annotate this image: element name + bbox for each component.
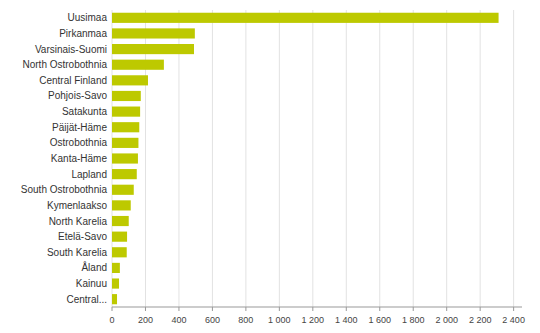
x-tick [112, 307, 113, 311]
category-label: Kanta-Häme [51, 153, 108, 164]
bar [112, 294, 117, 304]
grid-line [279, 10, 280, 307]
category-label: Central Finland [39, 75, 107, 86]
x-tick-label: 2 000 [435, 315, 458, 325]
grid-line [145, 10, 146, 307]
x-tick-label: 1 200 [302, 315, 325, 325]
bar [112, 138, 138, 148]
bar [112, 185, 134, 195]
x-tick-label: 400 [171, 315, 186, 325]
category-label: Satakunta [62, 106, 107, 117]
x-tick [513, 307, 514, 311]
x-tick [178, 307, 179, 311]
grid-line [480, 10, 481, 307]
x-tick-label: 1 800 [402, 315, 425, 325]
grid [112, 10, 514, 307]
category-label: South Ostrobothnia [21, 184, 108, 195]
category-label: Päijät-Häme [52, 122, 107, 133]
category-label: North Ostrobothnia [23, 59, 108, 70]
bars [112, 13, 499, 305]
y-axis: Central... Kainuu Åland South Karelia Etelä-… [21, 12, 108, 304]
category-label: Etelä-Savo [58, 231, 107, 242]
chart-svg: 0 200 400 600 800 1 000 1 200 1 400 1 600 1 800 2 … [0, 0, 540, 333]
x-tick-label: 600 [205, 315, 220, 325]
x-tick [379, 307, 380, 311]
bar [112, 75, 148, 85]
x-tick [413, 307, 414, 311]
x-tick-label: 1 000 [268, 315, 291, 325]
bar [112, 278, 119, 288]
x-tick [312, 307, 313, 311]
grid-line [178, 10, 179, 307]
x-tick [245, 307, 246, 311]
x-tick-label: 200 [138, 315, 153, 325]
grid-line [513, 10, 514, 307]
x-tick-label: 800 [238, 315, 253, 325]
x-tick [279, 307, 280, 311]
x-tick [346, 307, 347, 311]
bar [112, 216, 129, 226]
grid-line [312, 10, 313, 307]
bar [112, 247, 127, 257]
bar [112, 44, 194, 54]
x-tick [446, 307, 447, 311]
category-label: North Karelia [49, 216, 108, 227]
x-tick [480, 307, 481, 311]
bar [112, 169, 137, 179]
bar [112, 263, 120, 273]
grid-line [379, 10, 380, 307]
grid-line [413, 10, 414, 307]
x-tick-label: 2 400 [502, 315, 525, 325]
category-label: Pirkanmaa [59, 28, 107, 39]
bar [112, 200, 131, 210]
category-label: Kymenlaakso [47, 200, 107, 211]
bar [112, 122, 139, 132]
chart-container: 0 200 400 600 800 1 000 1 200 1 400 1 600 1 800 2 … [0, 0, 540, 333]
x-tick-label: 1 400 [335, 315, 358, 325]
grid-line [346, 10, 347, 307]
x-tick-label: 1 600 [368, 315, 391, 325]
grid-line [212, 10, 213, 307]
category-label: Ostrobothnia [50, 137, 108, 148]
category-label: Lapland [71, 169, 107, 180]
grid-line [446, 10, 447, 307]
x-axis-line [112, 307, 522, 308]
bar [112, 153, 138, 163]
x-tick [145, 307, 146, 311]
x-tick-label: 2 200 [469, 315, 492, 325]
category-label: Varsinais-Suomi [35, 44, 107, 55]
grid-line [245, 10, 246, 307]
bar [112, 60, 164, 70]
category-label: Pohjois-Savo [48, 90, 107, 101]
bar [112, 28, 195, 38]
category-label: South Karelia [47, 247, 107, 258]
category-label: Central... [66, 294, 107, 305]
category-label: Åland [81, 261, 107, 273]
category-label: Kainuu [76, 278, 107, 289]
category-label: Uusimaa [68, 12, 108, 23]
bar [112, 107, 140, 117]
x-tick [212, 307, 213, 311]
x-tick-label: 0 [109, 315, 114, 325]
bar [112, 232, 127, 242]
x-axis: 0 200 400 600 800 1 000 1 200 1 400 1 600 1 800 2 … [109, 307, 524, 325]
bar [112, 91, 141, 101]
bar [112, 13, 499, 23]
